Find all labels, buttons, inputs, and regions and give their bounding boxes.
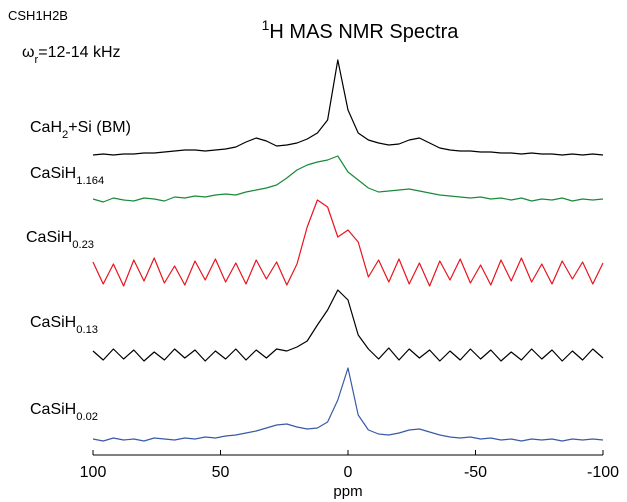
x-axis-label: ppm bbox=[333, 483, 362, 500]
series-label: CaH2+Si (BM) bbox=[30, 119, 131, 141]
x-tick-label: 50 bbox=[212, 464, 230, 481]
spectrum bbox=[92, 155, 604, 203]
spin-rate: ωr=12-14 kHz bbox=[22, 44, 121, 66]
spectrum bbox=[92, 199, 604, 287]
spectrum bbox=[92, 289, 604, 362]
spectrum bbox=[92, 367, 604, 442]
series-label: CaSiH0.13 bbox=[30, 314, 98, 336]
x-tick-label: -100 bbox=[587, 464, 619, 481]
chart-title: 1H MAS NMR Spectra bbox=[262, 17, 460, 43]
series-label: CaSiH0.02 bbox=[30, 401, 98, 423]
series-label: CaSiH1.164 bbox=[30, 165, 104, 187]
x-tick-label: 100 bbox=[80, 464, 107, 481]
spectrum bbox=[92, 59, 604, 156]
series-label: CaSiH0.23 bbox=[26, 229, 94, 251]
sample-id: CSH1H2B bbox=[8, 8, 68, 23]
x-tick-label: -50 bbox=[464, 464, 487, 481]
x-tick-label: 0 bbox=[344, 464, 353, 481]
